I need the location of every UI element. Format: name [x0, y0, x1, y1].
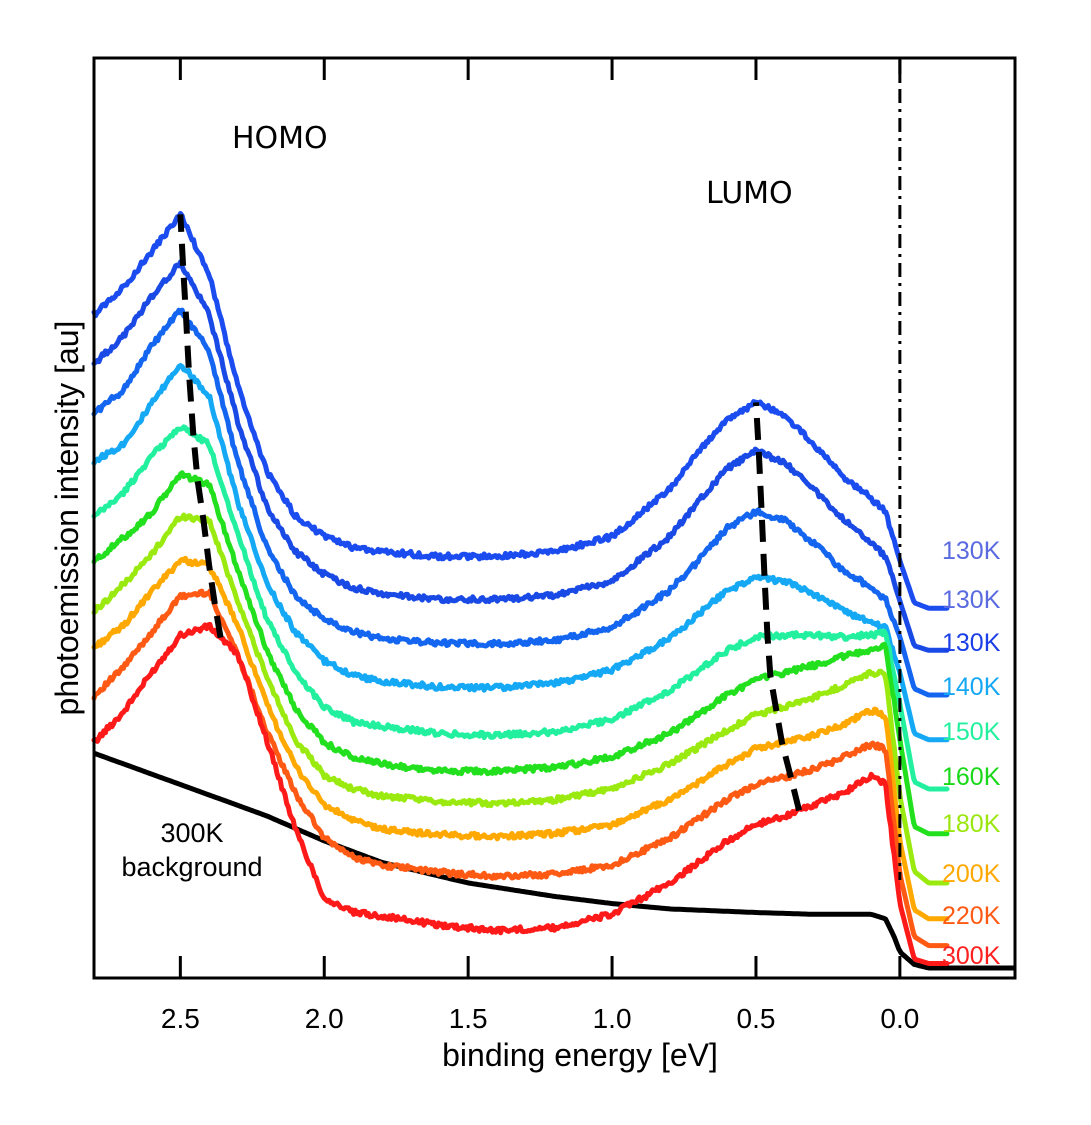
- series-label: 130K: [942, 629, 1001, 657]
- spectrum-line: [91, 470, 950, 837]
- spectrum-line: [91, 363, 950, 743]
- spectrum-line: [91, 259, 950, 653]
- x-tick-label: 2.5: [161, 1003, 200, 1034]
- series-label: 130K: [942, 537, 1001, 565]
- plot-frame: [92, 56, 1017, 980]
- plot-background: [94, 58, 1015, 978]
- spectrum-line: [91, 307, 950, 698]
- spectrum-line: [91, 621, 950, 966]
- x-tick-label: 1.5: [449, 1003, 488, 1034]
- peak-marker-layer: [177, 214, 803, 812]
- lumo-peak-marker: [753, 402, 803, 812]
- spectrum-line: [91, 555, 950, 922]
- x-tick-label: 0.0: [880, 1003, 919, 1034]
- series-label: 300K: [942, 942, 1001, 970]
- background-label-line2: background: [121, 852, 262, 882]
- background-label-line1: 300K: [160, 818, 223, 848]
- series-label: 200K: [942, 860, 1001, 888]
- x-tick-label: 1.0: [593, 1003, 632, 1034]
- lumo-label: LUMO: [706, 176, 793, 211]
- series-label: 150K: [942, 718, 1001, 746]
- spectrum-line: [91, 424, 950, 792]
- series-label: 160K: [942, 763, 1001, 791]
- homo-peak-marker: [177, 214, 224, 639]
- background-curve: [93, 750, 1016, 971]
- x-axis-title: binding energy [eV]: [442, 1037, 718, 1073]
- spectrum-line: [91, 512, 950, 886]
- series-label: 180K: [942, 810, 1001, 838]
- series-label: 130K: [942, 586, 1001, 614]
- series-layer: [91, 211, 1016, 971]
- spectrum-line: [91, 211, 950, 611]
- homo-label: HOMO: [232, 121, 328, 156]
- series-label: 140K: [942, 673, 1001, 701]
- x-tick-label: 2.0: [305, 1003, 344, 1034]
- series-label-layer: 300K 220K 200K 180K 160K 150K 140K 130K 130K 130K: [942, 537, 1001, 970]
- x-tick-layer: 2.5 2.0 1.5 1.0 0.5 0.0: [161, 58, 919, 1034]
- y-axis-title: photoemission intensity [au]: [49, 321, 85, 716]
- x-tick-label: 0.5: [737, 1003, 776, 1034]
- series-label: 220K: [942, 902, 1001, 930]
